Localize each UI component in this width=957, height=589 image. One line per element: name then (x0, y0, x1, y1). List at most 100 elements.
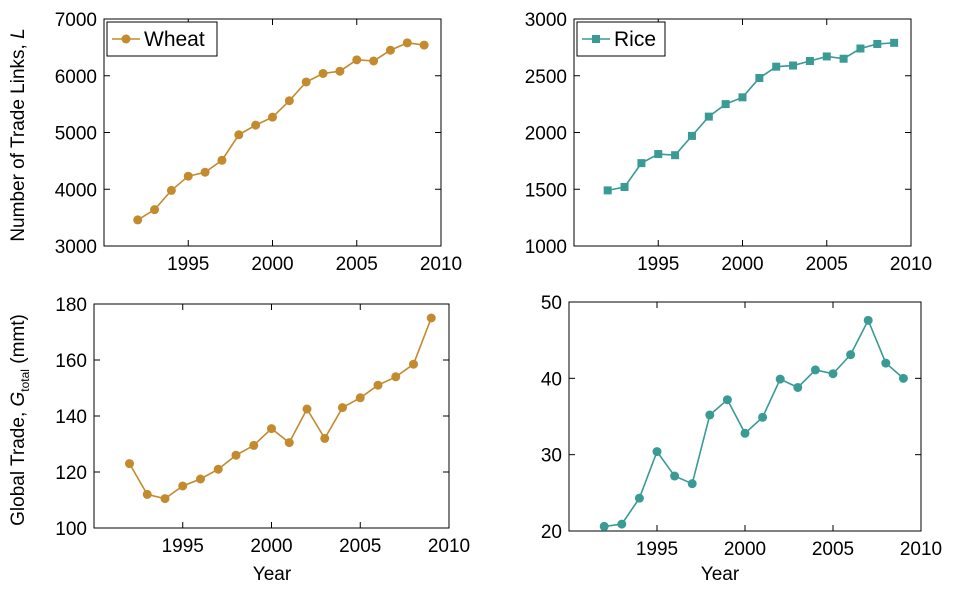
data-point (355, 393, 365, 403)
data-point (721, 100, 730, 109)
data-point (775, 374, 785, 384)
data-point (301, 77, 311, 87)
series-line (604, 318, 904, 528)
data-point (738, 93, 747, 102)
data-point (828, 369, 838, 379)
data-point (142, 489, 152, 499)
data-point (391, 372, 401, 382)
data-point (704, 112, 713, 121)
data-point (268, 112, 277, 122)
ylabel-bottom-unit: (mmt) (8, 314, 29, 369)
xlabel-left: Year (253, 564, 292, 584)
y-tick-label: 2500 (525, 67, 567, 88)
y-tick-label: 1000 (525, 237, 567, 258)
data-point (671, 151, 680, 160)
y-tick-label: 4000 (55, 180, 97, 201)
data-point (810, 365, 820, 375)
y-tick-label: 20 (541, 522, 562, 543)
x-tick-label: 2005 (336, 254, 378, 275)
y-tick-label: 2000 (525, 124, 567, 145)
y-tick-label: 1500 (525, 180, 567, 201)
data-point (369, 56, 379, 66)
data-point (687, 479, 697, 489)
data-point (856, 44, 865, 53)
y-tick-label: 120 (55, 463, 87, 484)
x-tick-label: 1995 (162, 536, 204, 557)
y-tick-label: 180 (55, 295, 87, 316)
ylabel-top: Number of Trade Links, L (8, 28, 29, 241)
data-point (213, 464, 223, 474)
y-tick-label: 160 (55, 351, 87, 372)
data-point (722, 395, 732, 405)
panel-rice-links: 1995 2000 2005 2010 1000 1500 2000 2500 3000 Rice (525, 10, 932, 275)
data-point (890, 38, 899, 47)
ylabel-bottom-var: G (8, 392, 29, 407)
data-point (419, 40, 429, 50)
data-point (603, 186, 612, 195)
data-point (196, 474, 205, 484)
x-tick-label: 2010 (428, 536, 470, 557)
panel-wheat-links: 1995 2000 2005 2010 3000 4000 5000 6000 7000 Whea… (55, 10, 462, 275)
y-tick-label: 30 (541, 446, 562, 467)
y-tick-label: 6000 (55, 67, 97, 88)
x-tick-label: 2005 (812, 539, 854, 560)
data-point (426, 313, 436, 323)
data-point (385, 45, 395, 55)
ylabel-bottom: Global Trade, Gtotal (mmt) (8, 314, 32, 526)
data-point (758, 412, 768, 422)
data-point (267, 424, 276, 434)
data-point (687, 131, 696, 140)
panel-rice-trade: 1995 2000 2005 2010 20 30 40 50 (541, 293, 942, 560)
data-point (881, 358, 891, 368)
data-point (637, 159, 646, 168)
data-point (409, 359, 418, 369)
data-point (251, 120, 261, 130)
series-line (607, 42, 895, 192)
x-tick-label: 2000 (250, 536, 292, 557)
axes-box (568, 301, 922, 532)
data-point (822, 52, 831, 61)
y-tick-label: 7000 (55, 10, 97, 31)
ylabel-bottom-sub: total (18, 369, 32, 392)
data-point (133, 215, 143, 225)
data-point (898, 373, 908, 383)
x-tick-label: 1995 (637, 254, 679, 275)
x-tick-label: 1995 (167, 254, 209, 275)
data-point (302, 404, 312, 414)
data-point (373, 380, 383, 390)
x-tick-label: 2000 (251, 254, 293, 275)
data-point (217, 155, 227, 165)
data-point (150, 205, 160, 215)
series-line (137, 42, 425, 221)
data-point (599, 521, 609, 531)
data-point (335, 66, 345, 76)
data-point (234, 130, 244, 140)
data-point (652, 447, 662, 457)
data-point (772, 62, 781, 71)
x-tick-label: 2010 (420, 254, 462, 275)
xlabel-right: Year (701, 564, 740, 584)
x-tick-label: 2000 (724, 539, 766, 560)
x-tick-label: 2010 (890, 254, 932, 275)
data-point (402, 38, 412, 48)
data-point (670, 471, 680, 481)
data-point (284, 438, 294, 448)
data-point (352, 55, 362, 65)
series-line (128, 317, 432, 500)
data-point (338, 403, 347, 413)
data-point (846, 350, 856, 360)
data-point (805, 56, 814, 65)
data-point (178, 481, 188, 491)
x-tick-label: 2005 (806, 254, 848, 275)
legend-marker (592, 35, 600, 43)
y-tick-label: 100 (55, 519, 87, 540)
data-point (183, 171, 193, 181)
x-tick-label: 1995 (636, 539, 678, 560)
data-point (160, 494, 170, 504)
y-tick-label: 40 (541, 369, 562, 390)
data-point (320, 433, 330, 443)
data-point (705, 410, 715, 420)
data-point (617, 519, 627, 529)
